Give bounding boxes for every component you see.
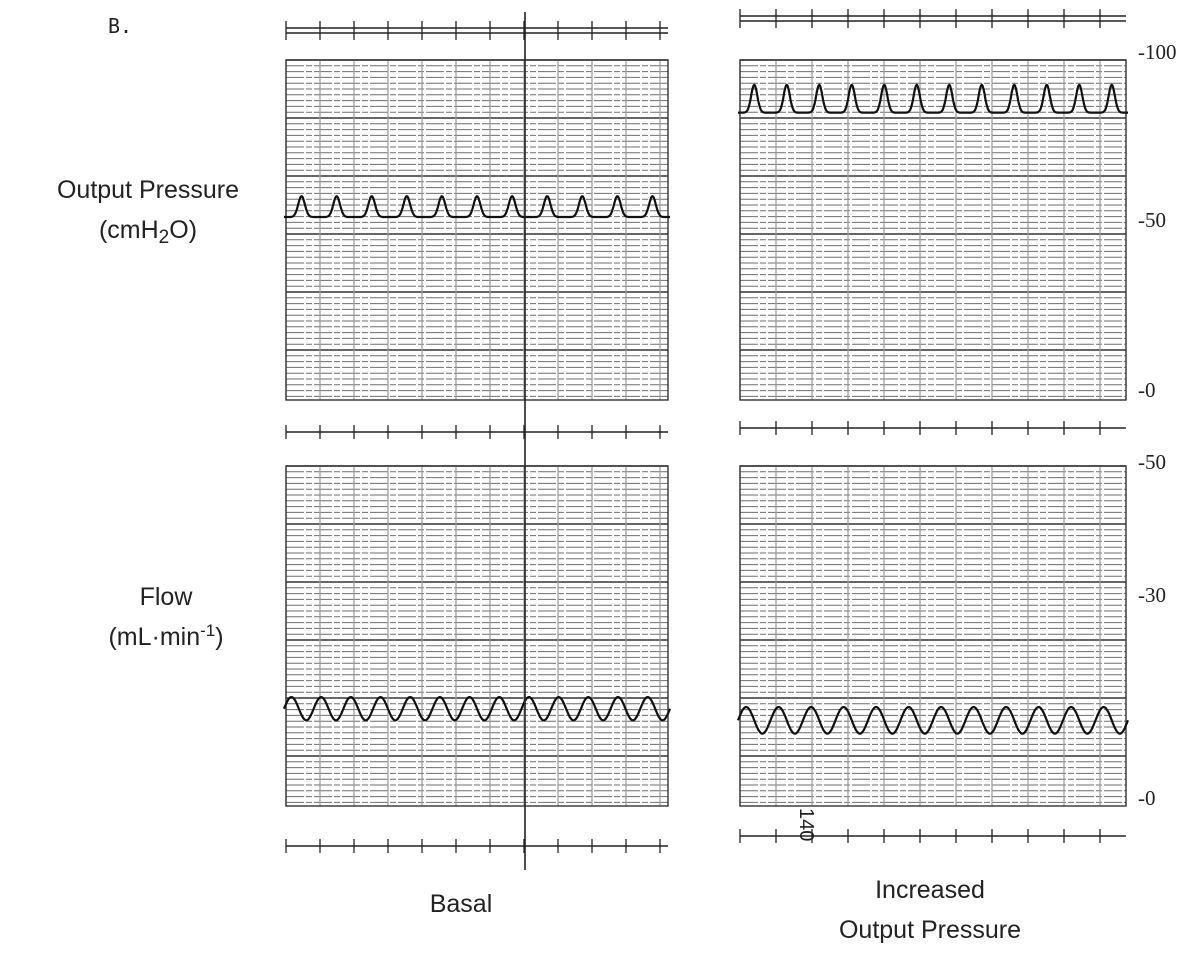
pressure-unit-post: O) xyxy=(169,216,197,244)
basal-top-ruler xyxy=(285,21,668,40)
pressure-scale-label-100: -100 xyxy=(1138,40,1177,64)
panel-letter: B. xyxy=(108,14,132,38)
increased-middle-ruler xyxy=(739,421,1126,435)
chart-grids xyxy=(285,59,1127,807)
flow-unit-post: ) xyxy=(215,623,223,651)
basal-condition-label: Basal xyxy=(430,890,493,918)
flow-unit-label: (mL·min-1) xyxy=(108,621,223,651)
basal-flow-grid-border xyxy=(285,465,669,807)
pressure-scale-label-50: -50 xyxy=(1138,208,1166,232)
increased-bottom-ruler xyxy=(739,829,1126,843)
flow-scale-label-30: -30 xyxy=(1138,583,1166,607)
increased-pressure-grid xyxy=(739,59,1127,401)
pressure-unit-label: (cmH2O) xyxy=(99,216,197,248)
chart-traces xyxy=(282,83,1130,735)
increased-condition-label-line2: Output Pressure xyxy=(839,916,1021,944)
increased-top-ruler xyxy=(739,9,1126,28)
basal-pressure-grid-border xyxy=(285,59,669,401)
increased-flow-trace xyxy=(736,706,1130,735)
basal-bottom-ruler xyxy=(285,839,668,853)
pressure-row-label: Output Pressure xyxy=(57,176,239,204)
increased-flow-grid-border xyxy=(739,465,1127,807)
increased-pressure-trace xyxy=(737,83,1129,114)
increased-condition-label-line1: Increased xyxy=(875,876,985,904)
flow-row-label: Flow xyxy=(140,583,194,611)
flow-scale-label-0: -0 xyxy=(1138,786,1156,810)
basal-flow-grid xyxy=(285,465,669,807)
chart-rulers xyxy=(285,9,1126,853)
pressure-scale-label-0: -0 xyxy=(1138,378,1156,402)
basal-flow-trace xyxy=(282,696,672,722)
increased-flow-grid xyxy=(739,465,1127,807)
pressure-unit-pre: (cmH xyxy=(99,216,159,244)
increased-pressure-grid-border xyxy=(739,59,1127,401)
pressure-unit-sub: 2 xyxy=(159,227,170,248)
flow-unit-sup: -1 xyxy=(200,621,215,640)
flow-scale-label-50: -50 xyxy=(1138,450,1166,474)
chart-marker-label: 140 xyxy=(795,808,817,841)
basal-pressure-grid xyxy=(285,59,669,401)
flow-unit-pre: (mL·min xyxy=(108,623,200,651)
basal-middle-ruler xyxy=(285,425,668,439)
basal-pressure-trace xyxy=(283,195,671,219)
